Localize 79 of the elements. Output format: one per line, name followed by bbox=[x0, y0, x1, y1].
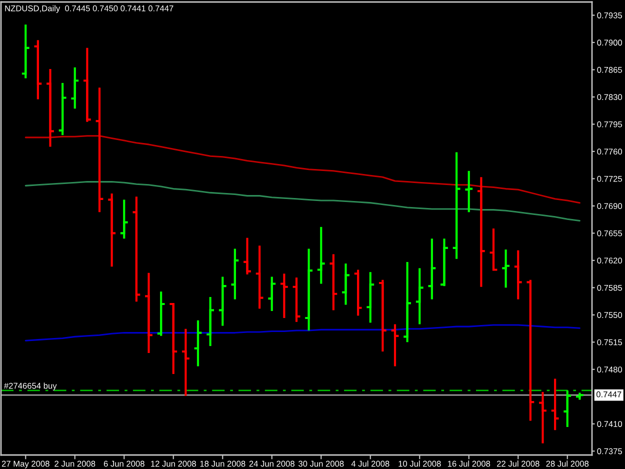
candlestick bbox=[206, 296, 216, 348]
x-tick-label: 18 Jun 2008 bbox=[200, 460, 246, 467]
y-tick-label: 0.7795 bbox=[597, 121, 622, 128]
y-tick-label: 0.7725 bbox=[597, 176, 622, 182]
candlestick bbox=[476, 176, 486, 288]
x-tick-label: 16 Jul 2008 bbox=[448, 460, 490, 467]
candlestick bbox=[440, 238, 449, 288]
candlestick bbox=[267, 276, 277, 312]
candlestick bbox=[402, 260, 412, 344]
candlestick bbox=[33, 39, 43, 100]
candlestick bbox=[144, 272, 154, 354]
candlestick bbox=[328, 253, 338, 312]
x-tick-label: 24 Jun 2008 bbox=[249, 460, 294, 467]
candlestick bbox=[316, 226, 326, 285]
candlestick bbox=[46, 68, 55, 148]
candlestick bbox=[254, 244, 264, 310]
chart-title: NZDUSD,Daily 0.7445 0.7450 0.7441 0.7447 bbox=[5, 5, 174, 13]
candlestick bbox=[366, 271, 376, 324]
candlestick bbox=[242, 236, 252, 276]
candlestick bbox=[156, 290, 166, 337]
candlestick bbox=[550, 378, 560, 432]
candlestick bbox=[427, 238, 437, 300]
y-tick-label: 0.7550 bbox=[597, 312, 622, 318]
x-tick-label: 6 Jun 2008 bbox=[104, 460, 144, 467]
candlestick bbox=[452, 151, 462, 260]
candlestick bbox=[132, 196, 142, 303]
candlestick bbox=[279, 272, 289, 320]
candlestick bbox=[70, 66, 80, 110]
x-tick-label: 2 Jun 2008 bbox=[54, 460, 96, 467]
candlestick bbox=[304, 248, 314, 332]
candlestick bbox=[20, 24, 30, 80]
x-tick-label: 4 Jul 2008 bbox=[351, 460, 390, 467]
candlestick bbox=[353, 268, 363, 317]
y-tick-label: 0.7760 bbox=[597, 148, 622, 155]
candlestick bbox=[488, 227, 498, 272]
candlestick bbox=[292, 276, 302, 323]
line-series bbox=[24, 324, 580, 342]
y-tick-label: 0.7515 bbox=[597, 339, 622, 346]
x-tick-label: 22 Jul 2008 bbox=[497, 460, 540, 467]
candlestick bbox=[168, 302, 178, 376]
line-series bbox=[24, 181, 580, 222]
candlestick bbox=[562, 389, 572, 428]
y-tick-label: 0.7620 bbox=[597, 258, 622, 264]
y-tick-label: 0.7410 bbox=[597, 421, 622, 427]
candlestick bbox=[513, 249, 523, 300]
x-tick-label: 10 Jul 2008 bbox=[398, 460, 441, 467]
ref-line-label: #2746654 buy bbox=[4, 382, 57, 390]
candlestick bbox=[526, 278, 536, 422]
candlestick bbox=[230, 248, 240, 300]
y-tick-label: 0.7585 bbox=[597, 284, 622, 291]
candlestick bbox=[501, 248, 511, 289]
x-tick-label: 27 May 2008 bbox=[2, 460, 50, 468]
candlestick bbox=[119, 198, 129, 240]
candlestick bbox=[94, 86, 104, 214]
y-tick-label: 0.7655 bbox=[597, 230, 622, 236]
ref-line-label: 0.7447 bbox=[596, 391, 622, 398]
y-tick-label: 0.7690 bbox=[597, 203, 622, 210]
y-tick-label: 0.7830 bbox=[597, 94, 622, 100]
candlestick bbox=[82, 46, 92, 123]
candlestick bbox=[193, 319, 203, 368]
x-tick-label: 28 Jul 2008 bbox=[546, 460, 589, 467]
candlestick bbox=[414, 267, 424, 326]
candlestick bbox=[390, 323, 400, 368]
candlestick bbox=[538, 390, 548, 444]
x-tick-label: 30 Jun 2008 bbox=[298, 460, 344, 467]
candlestick bbox=[378, 278, 388, 353]
y-tick-label: 0.7865 bbox=[597, 66, 622, 73]
candlestick bbox=[180, 328, 190, 397]
candlestick bbox=[107, 192, 117, 268]
candlestick bbox=[218, 276, 228, 327]
y-tick-label: 0.7935 bbox=[597, 12, 622, 18]
line-series bbox=[24, 135, 580, 204]
candlestick bbox=[341, 262, 350, 306]
x-tick-label: 12 Jun 2008 bbox=[151, 460, 196, 467]
candlestick bbox=[58, 82, 68, 136]
candlestick bbox=[464, 170, 474, 214]
y-tick-label: 0.7900 bbox=[597, 40, 622, 46]
y-tick-label: 0.7480 bbox=[597, 366, 622, 372]
y-tick-label: 0.7375 bbox=[597, 448, 622, 454]
